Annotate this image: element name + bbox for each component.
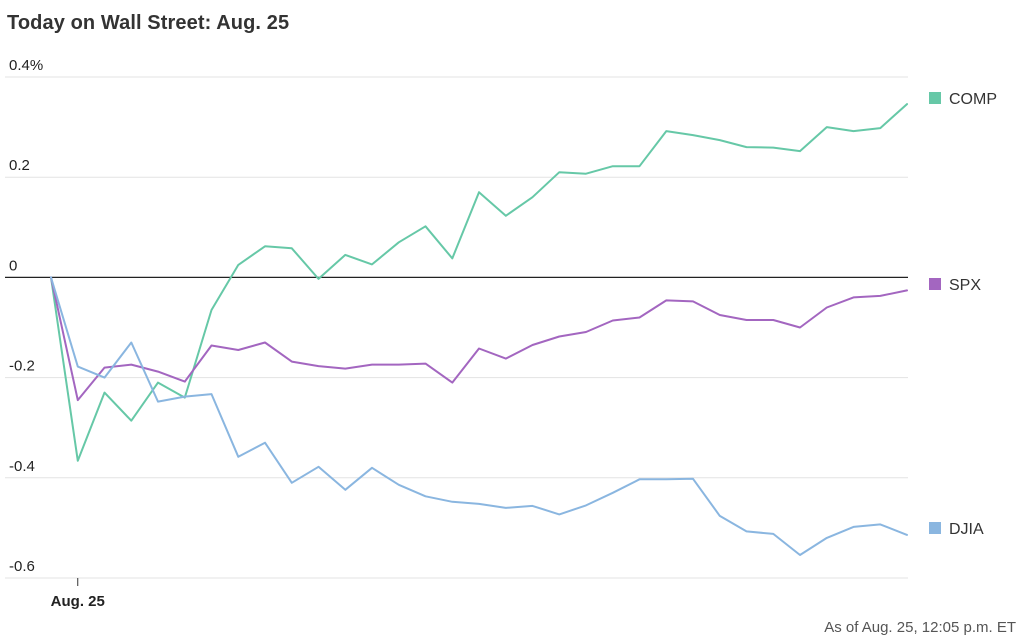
series-line-spx — [50, 276, 908, 402]
y-tick-label: 0.4% — [9, 57, 43, 74]
legend-layer: COMP SPX DJIA — [929, 91, 997, 538]
footnote: As of Aug. 25, 12:05 p.m. ET — [824, 619, 1016, 636]
legend-swatch-spx — [929, 278, 941, 290]
y-tick-label: -0.4 — [9, 458, 35, 475]
series-line-comp — [50, 103, 908, 462]
series-line-djia — [50, 276, 908, 556]
chart-title: Today on Wall Street: Aug. 25 — [7, 12, 290, 34]
series-layer — [50, 103, 908, 556]
legend-label-djia: DJIA — [949, 521, 984, 538]
y-tick-label: 0 — [9, 257, 17, 274]
y-tick-label: -0.6 — [9, 558, 35, 575]
axis-layer: 0.4% 0.2 0 -0.2 -0.4 -0.6 Aug. 25 — [9, 57, 105, 610]
y-tick-label: 0.2 — [9, 157, 30, 174]
legend-swatch-comp — [929, 92, 941, 104]
legend-label-spx: SPX — [949, 277, 981, 294]
legend-label-comp: COMP — [949, 91, 997, 108]
y-tick-label: -0.2 — [9, 358, 35, 375]
legend-swatch-djia — [929, 522, 941, 534]
x-tick-label: Aug. 25 — [51, 593, 105, 610]
